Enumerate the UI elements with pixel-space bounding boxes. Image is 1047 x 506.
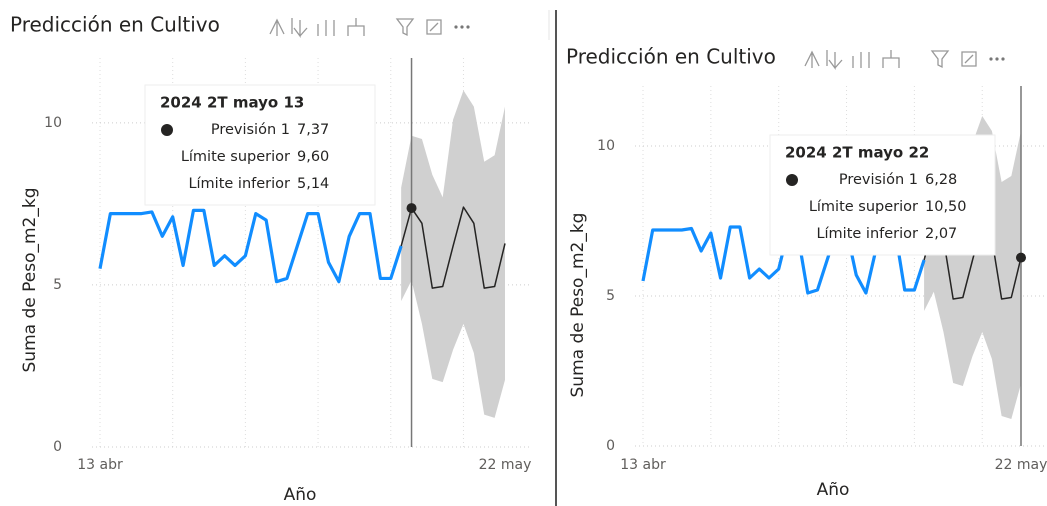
y-tick-label: 10: [44, 115, 62, 131]
y-tick-label: 0: [53, 439, 62, 455]
tooltip: [769, 134, 996, 256]
tooltip-title: 2024 2T mayo 22: [785, 144, 929, 162]
more-options-dot[interactable]: [466, 25, 470, 29]
expand-hierarchy-icon[interactable]: [347, 18, 365, 36]
tooltip-value: 6,28: [925, 172, 957, 188]
tooltip-label: Límite inferior: [816, 226, 918, 242]
visual-header-icons: [269, 18, 470, 38]
forecast-line: [400, 206, 506, 289]
y-axis-title: Suma de Peso_m2_kg: [20, 188, 40, 373]
y-tick-label: 5: [53, 277, 62, 293]
tooltip-label: Previsión 1: [839, 172, 918, 188]
visual-title: Predicción en Cultivo: [566, 45, 776, 69]
x-axis-title: Año: [284, 485, 317, 505]
tooltip-value: 7,37: [297, 122, 329, 138]
tooltip-label: Límite superior: [809, 199, 918, 215]
x-tick-label: 13 abr: [620, 457, 666, 473]
tooltip-value: 9,60: [297, 149, 329, 165]
tooltip-marker: [161, 124, 173, 136]
more-options-dot[interactable]: [989, 57, 993, 61]
tooltip-value: 5,14: [297, 176, 329, 192]
hover-point: [406, 203, 417, 214]
expand-hierarchy-icon[interactable]: [882, 50, 900, 68]
y-axis-title: Suma de Peso_m2_kg: [568, 213, 588, 398]
drill-down-icon[interactable]: [291, 18, 308, 38]
more-options-dot[interactable]: [460, 25, 464, 29]
tooltip-value: 10,50: [925, 199, 967, 215]
x-tick-label: 22 may: [479, 457, 532, 473]
focus-mode-icon[interactable]: [961, 51, 977, 67]
tooltip-title: 2024 2T mayo 13: [160, 94, 304, 112]
filter-icon[interactable]: [395, 18, 415, 37]
filter-icon[interactable]: [930, 50, 950, 69]
hover-point: [1016, 252, 1026, 263]
tooltip-label: Previsión 1: [211, 122, 290, 138]
visual-header-icons: [804, 50, 1005, 70]
tooltip-label: Límite inferior: [188, 176, 290, 192]
more-options-dot[interactable]: [995, 57, 999, 61]
expand-level-icon[interactable]: [852, 52, 870, 68]
expand-level-icon[interactable]: [317, 20, 335, 36]
y-tick-label: 0: [606, 438, 615, 454]
tooltip-value: 2,07: [925, 226, 957, 242]
x-tick-label: 13 abr: [77, 457, 123, 473]
y-tick-label: 5: [606, 288, 615, 304]
y-tick-label: 10: [597, 138, 615, 154]
tooltip: [144, 84, 376, 206]
tooltip-marker: [786, 174, 798, 186]
more-options-dot[interactable]: [454, 25, 458, 29]
tooltip-label: Límite superior: [181, 149, 290, 165]
drill-up-icon[interactable]: [269, 18, 285, 36]
x-axis-title: Año: [817, 480, 850, 500]
focus-mode-icon[interactable]: [426, 19, 442, 35]
actual-line: [98, 208, 403, 284]
x-tick-label: 22 may: [995, 457, 1047, 473]
drill-down-icon[interactable]: [826, 50, 843, 70]
confidence-band: [401, 90, 505, 418]
more-options-dot[interactable]: [1001, 57, 1005, 61]
visual-title: Predicción en Cultivo: [10, 13, 220, 37]
drill-up-icon[interactable]: [804, 50, 820, 68]
